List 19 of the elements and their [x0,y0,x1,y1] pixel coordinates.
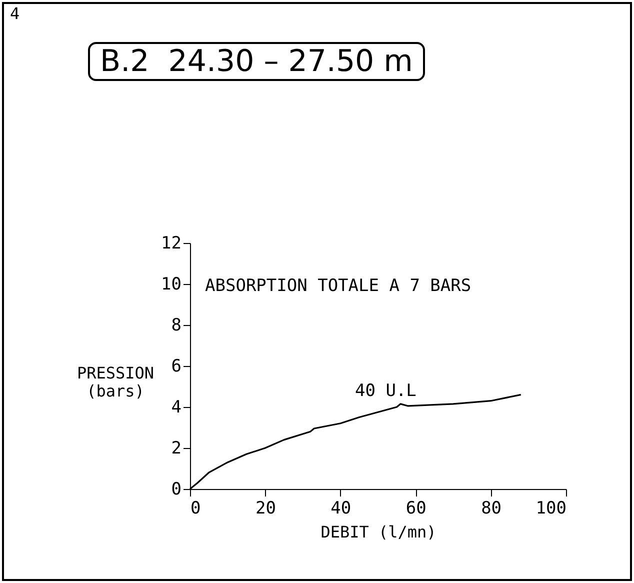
x-tick-label: 100 [536,498,566,518]
annotation: 40 U.L [355,381,416,401]
y-tick-label: 8 [171,316,182,336]
annotation: ABSORPTION TOTALE A 7 BARS [205,276,472,296]
y-axis-title: PRESSION (bars) [76,364,154,400]
y-tick-label: 4 [171,398,182,418]
x-tick-label: 60 [406,498,426,518]
y-tick-label: 0 [171,480,182,500]
x-tick-label: 40 [330,498,352,518]
text: 4 [10,4,20,23]
y-tick-label: 6 [171,356,182,376]
x-tick-label: 80 [481,498,502,518]
y-tick-label: 10 [161,274,182,294]
x-tick-label: 20 [255,498,276,518]
x-axis-title: DEBIT (l/mn) [320,522,436,542]
x-tick-label: 0 [190,498,201,518]
y-tick-label: 2 [171,438,182,458]
chart-title: B.2 24.30 – 27.50 m [88,42,425,81]
y-tick-label: 12 [161,234,182,254]
